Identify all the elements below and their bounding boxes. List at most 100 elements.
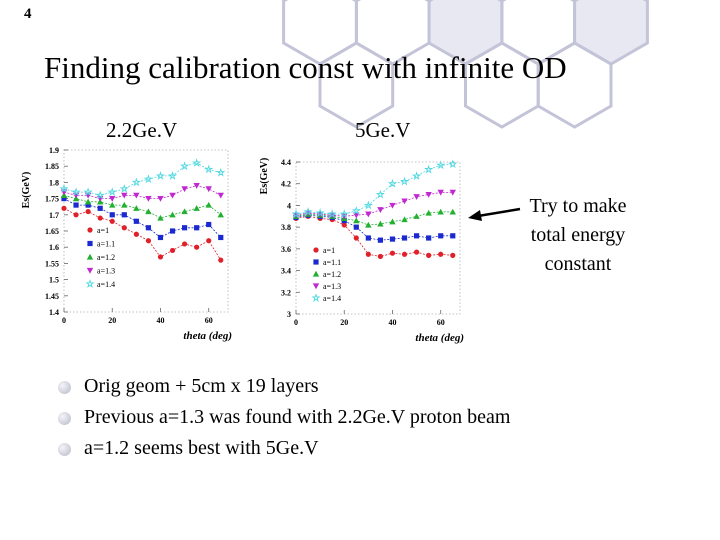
data-point — [155, 170, 166, 180]
data-point — [401, 251, 408, 257]
hexagon-shape — [573, 0, 649, 66]
data-point — [133, 231, 139, 237]
data-point — [353, 235, 359, 241]
data-point — [95, 190, 105, 200]
bullet-text: Orig geom + 5cm x 19 layers — [84, 375, 319, 397]
series-line — [63, 198, 222, 238]
data-point — [217, 211, 224, 218]
data-point — [311, 293, 321, 303]
y-tick-label: 1.75 — [45, 195, 59, 204]
legend-label: a=1.1 — [323, 258, 341, 267]
bullet-item: a=1.2 seems best with 5Ge.V — [58, 433, 510, 464]
data-point — [387, 178, 398, 188]
data-point — [61, 205, 67, 211]
hexagon-shape — [318, 41, 395, 129]
x-tick-label: 60 — [437, 318, 445, 327]
data-point — [121, 225, 127, 231]
series-a-1-1 — [61, 196, 224, 241]
data-point — [84, 198, 92, 205]
data-point — [86, 267, 94, 274]
data-point — [157, 196, 164, 202]
data-point — [377, 237, 384, 243]
arrow-icon — [468, 207, 521, 221]
data-point — [157, 214, 164, 221]
data-point — [194, 225, 200, 231]
data-point — [449, 189, 456, 196]
data-point — [438, 233, 444, 239]
series-line — [63, 185, 221, 199]
data-point — [401, 198, 408, 205]
y-tick-label: 3.2 — [281, 288, 291, 297]
x-tick-label: 60 — [205, 316, 213, 325]
legend-entry: a=1.3 — [86, 267, 115, 276]
data-point — [119, 184, 129, 193]
data-point — [426, 252, 432, 258]
data-point — [411, 171, 422, 181]
legend-entry: a=1.2 — [312, 270, 341, 279]
data-point — [448, 159, 458, 169]
data-point — [425, 209, 432, 216]
data-point — [107, 187, 117, 197]
y-tick-label: 1.55 — [45, 259, 59, 268]
x-tick-label: 20 — [108, 316, 116, 325]
hexagon-shape — [536, 41, 613, 129]
legend-label: a=1.2 — [97, 253, 115, 262]
data-point — [401, 235, 408, 241]
data-point — [377, 253, 384, 260]
legend-entry: a=1.2 — [86, 253, 115, 262]
bullet-item: Orig geom + 5cm x 19 layers — [58, 371, 510, 402]
data-point — [353, 224, 359, 230]
data-point — [413, 233, 420, 239]
data-point — [365, 235, 371, 241]
y-tick-label: 1.65 — [45, 227, 59, 236]
series-a-1-4 — [59, 158, 226, 200]
slide-number: 4 — [24, 6, 32, 22]
data-point — [437, 208, 444, 215]
data-point — [341, 222, 347, 228]
y-tick-label: 3.4 — [281, 267, 291, 276]
data-point — [167, 170, 178, 180]
data-point — [193, 205, 200, 211]
data-point — [97, 215, 103, 221]
data-point — [71, 187, 81, 197]
legend-label: a=1.3 — [323, 282, 341, 291]
bullet-text: a=1.2 seems best with 5Ge.V — [84, 437, 319, 459]
data-point — [413, 213, 420, 219]
data-point — [437, 189, 444, 196]
data-point — [86, 253, 94, 260]
data-point — [303, 206, 313, 216]
data-point — [61, 196, 67, 202]
data-point — [327, 209, 337, 219]
data-point — [218, 257, 224, 263]
data-point — [365, 221, 372, 228]
y-axis-label: Es(GeV) — [21, 172, 32, 209]
x-axis-label: theta (deg) — [415, 332, 464, 344]
legend-entry: a=1.4 — [85, 279, 115, 289]
data-point — [87, 240, 93, 247]
data-point — [169, 247, 176, 254]
y-tick-label: 1.7 — [49, 211, 59, 220]
y-tick-label: 1.85 — [45, 162, 59, 171]
data-point — [143, 174, 153, 184]
data-point — [216, 167, 226, 177]
bullet-dot-icon — [58, 381, 71, 394]
data-point — [87, 227, 93, 233]
legend-label: a=1.4 — [97, 280, 115, 289]
bullet-dot-icon — [58, 443, 71, 456]
data-point — [59, 184, 69, 193]
data-point — [181, 225, 188, 231]
data-point — [133, 218, 139, 224]
legend-label: a=1.1 — [97, 240, 115, 249]
data-point — [157, 254, 164, 260]
data-point — [339, 209, 349, 219]
data-point — [145, 238, 152, 244]
data-point — [377, 207, 384, 213]
legend-entry: a=1 — [87, 226, 109, 235]
series-a-1-4 — [291, 159, 458, 219]
legend-label: a=1.3 — [97, 267, 115, 276]
data-point — [181, 241, 188, 247]
x-tick-label: 40 — [388, 318, 396, 327]
data-point — [73, 202, 79, 208]
y-tick-label: 3 — [287, 310, 291, 319]
